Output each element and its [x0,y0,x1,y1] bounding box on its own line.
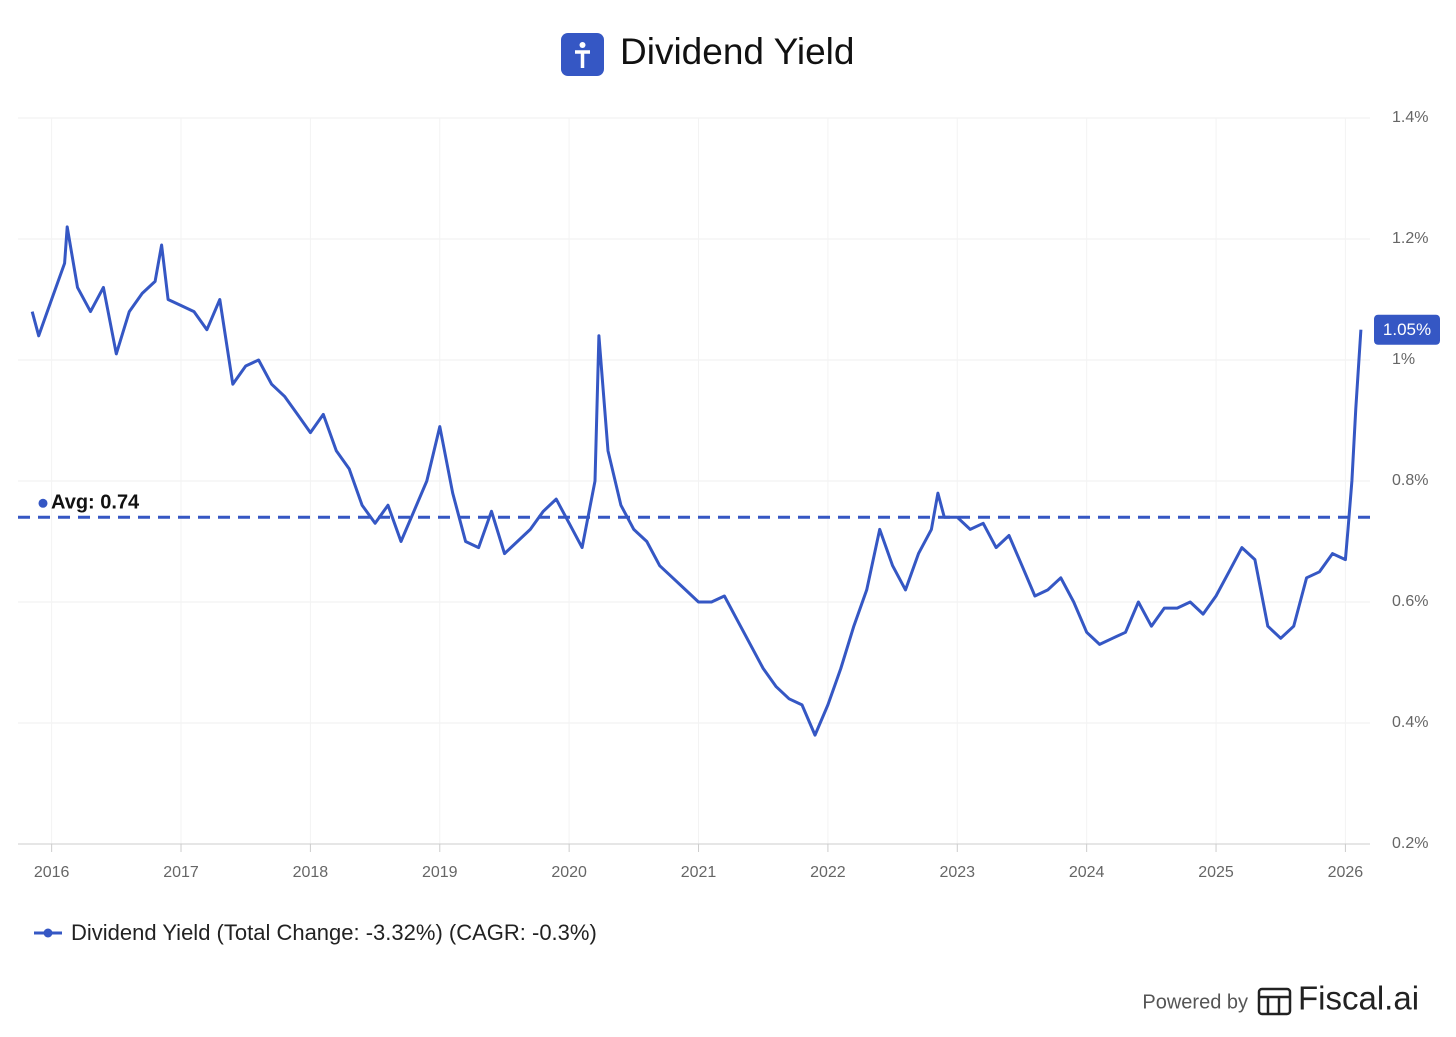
y-tick-label: 0.6% [1392,593,1428,610]
legend-marker [43,928,53,938]
x-tick-label: 2017 [163,864,199,881]
x-tick-label: 2016 [34,864,70,881]
x-tick-label: 2026 [1328,864,1364,881]
footer-brand: Fiscal.ai [1298,980,1419,1017]
footer-logo [1257,987,1292,1016]
y-tick-label: 1.2% [1392,230,1428,247]
x-tick-label: 2022 [810,864,846,881]
y-tick-label: 1% [1392,351,1415,368]
title-icon-dot [579,42,586,48]
x-tick-label: 2018 [293,864,329,881]
x-tick-label: 2020 [551,864,587,881]
x-tick-label: 2021 [681,864,717,881]
y-tick-label: 0.4% [1392,714,1428,731]
end-label-box [1374,314,1440,345]
x-tick-label: 2019 [422,864,458,881]
series-line [30,225,1363,737]
x-tick-label: 2023 [939,864,975,881]
x-tick-label: 2025 [1198,864,1234,881]
y-tick-label: 0.2% [1392,835,1428,852]
plot: 0.2% 0.4% 0.6% 0.8% 1% 1.2% 1.4% 2016 2017 2018 20… [18,109,1440,881]
y-tick-label: 0.8% [1392,472,1428,489]
average-dot [38,498,48,508]
footer-prefix: Powered by [1142,991,1248,1013]
x-tick-label: 2024 [1069,864,1105,881]
chart-title: Dividend Yield [620,31,854,72]
title-icon-glyph [575,50,590,68]
y-tick-label: 1.4% [1392,109,1428,126]
end-label: 1.05% [1383,320,1431,339]
average-label: Avg: 0.74 [51,492,140,514]
legend-label: Dividend Yield (Total Change: -3.32%) (C… [71,920,597,945]
